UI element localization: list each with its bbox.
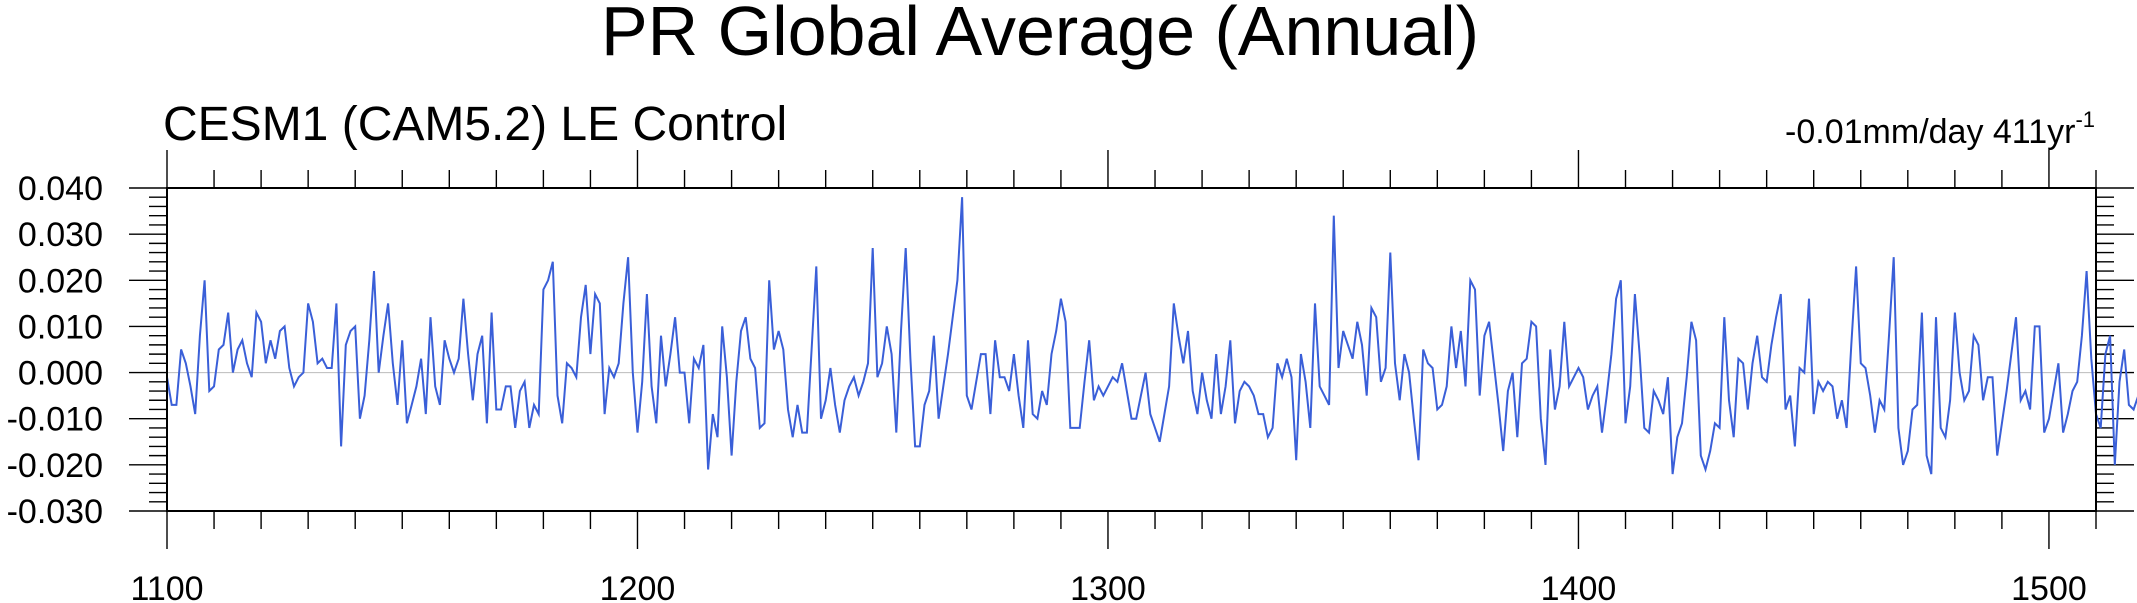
y-tick-label: 0.030 bbox=[18, 216, 103, 254]
x-tick-label: 1200 bbox=[600, 570, 676, 603]
x-tick-label: 1400 bbox=[1541, 570, 1617, 603]
x-tick-label: 1500 bbox=[2011, 570, 2087, 603]
chart-title: PR Global Average (Annual) bbox=[601, 0, 1479, 70]
trend-superscript: -1 bbox=[2075, 107, 2095, 132]
plot-frame bbox=[166, 187, 2097, 512]
y-tick-label: -0.020 bbox=[7, 447, 103, 485]
trend-annotation: -0.01mm/day 411yr-1 bbox=[1785, 107, 2095, 151]
trend-text: -0.01mm/day 411yr bbox=[1785, 113, 2075, 151]
y-tick-label: 0.010 bbox=[18, 308, 103, 346]
y-tick-label: 0.040 bbox=[18, 170, 103, 208]
x-tick-label: 1300 bbox=[1070, 570, 1146, 603]
y-tick-label: -0.030 bbox=[7, 493, 103, 531]
y-tick-label: 0.020 bbox=[18, 262, 103, 300]
x-tick-labels: 1100 1200 1300 1400 1500 bbox=[130, 570, 2086, 603]
y-tick-label: -0.010 bbox=[7, 401, 103, 439]
chart-subtitle: CESM1 (CAM5.2) LE Control bbox=[163, 98, 787, 151]
x-tick-label: 1100 bbox=[130, 570, 203, 603]
y-tick-label: 0.000 bbox=[18, 355, 103, 393]
series-line bbox=[166, 197, 2137, 475]
y-tick-labels: -0.030 -0.020 -0.010 0.000 0.010 0.020 0.030 0.… bbox=[7, 170, 103, 531]
